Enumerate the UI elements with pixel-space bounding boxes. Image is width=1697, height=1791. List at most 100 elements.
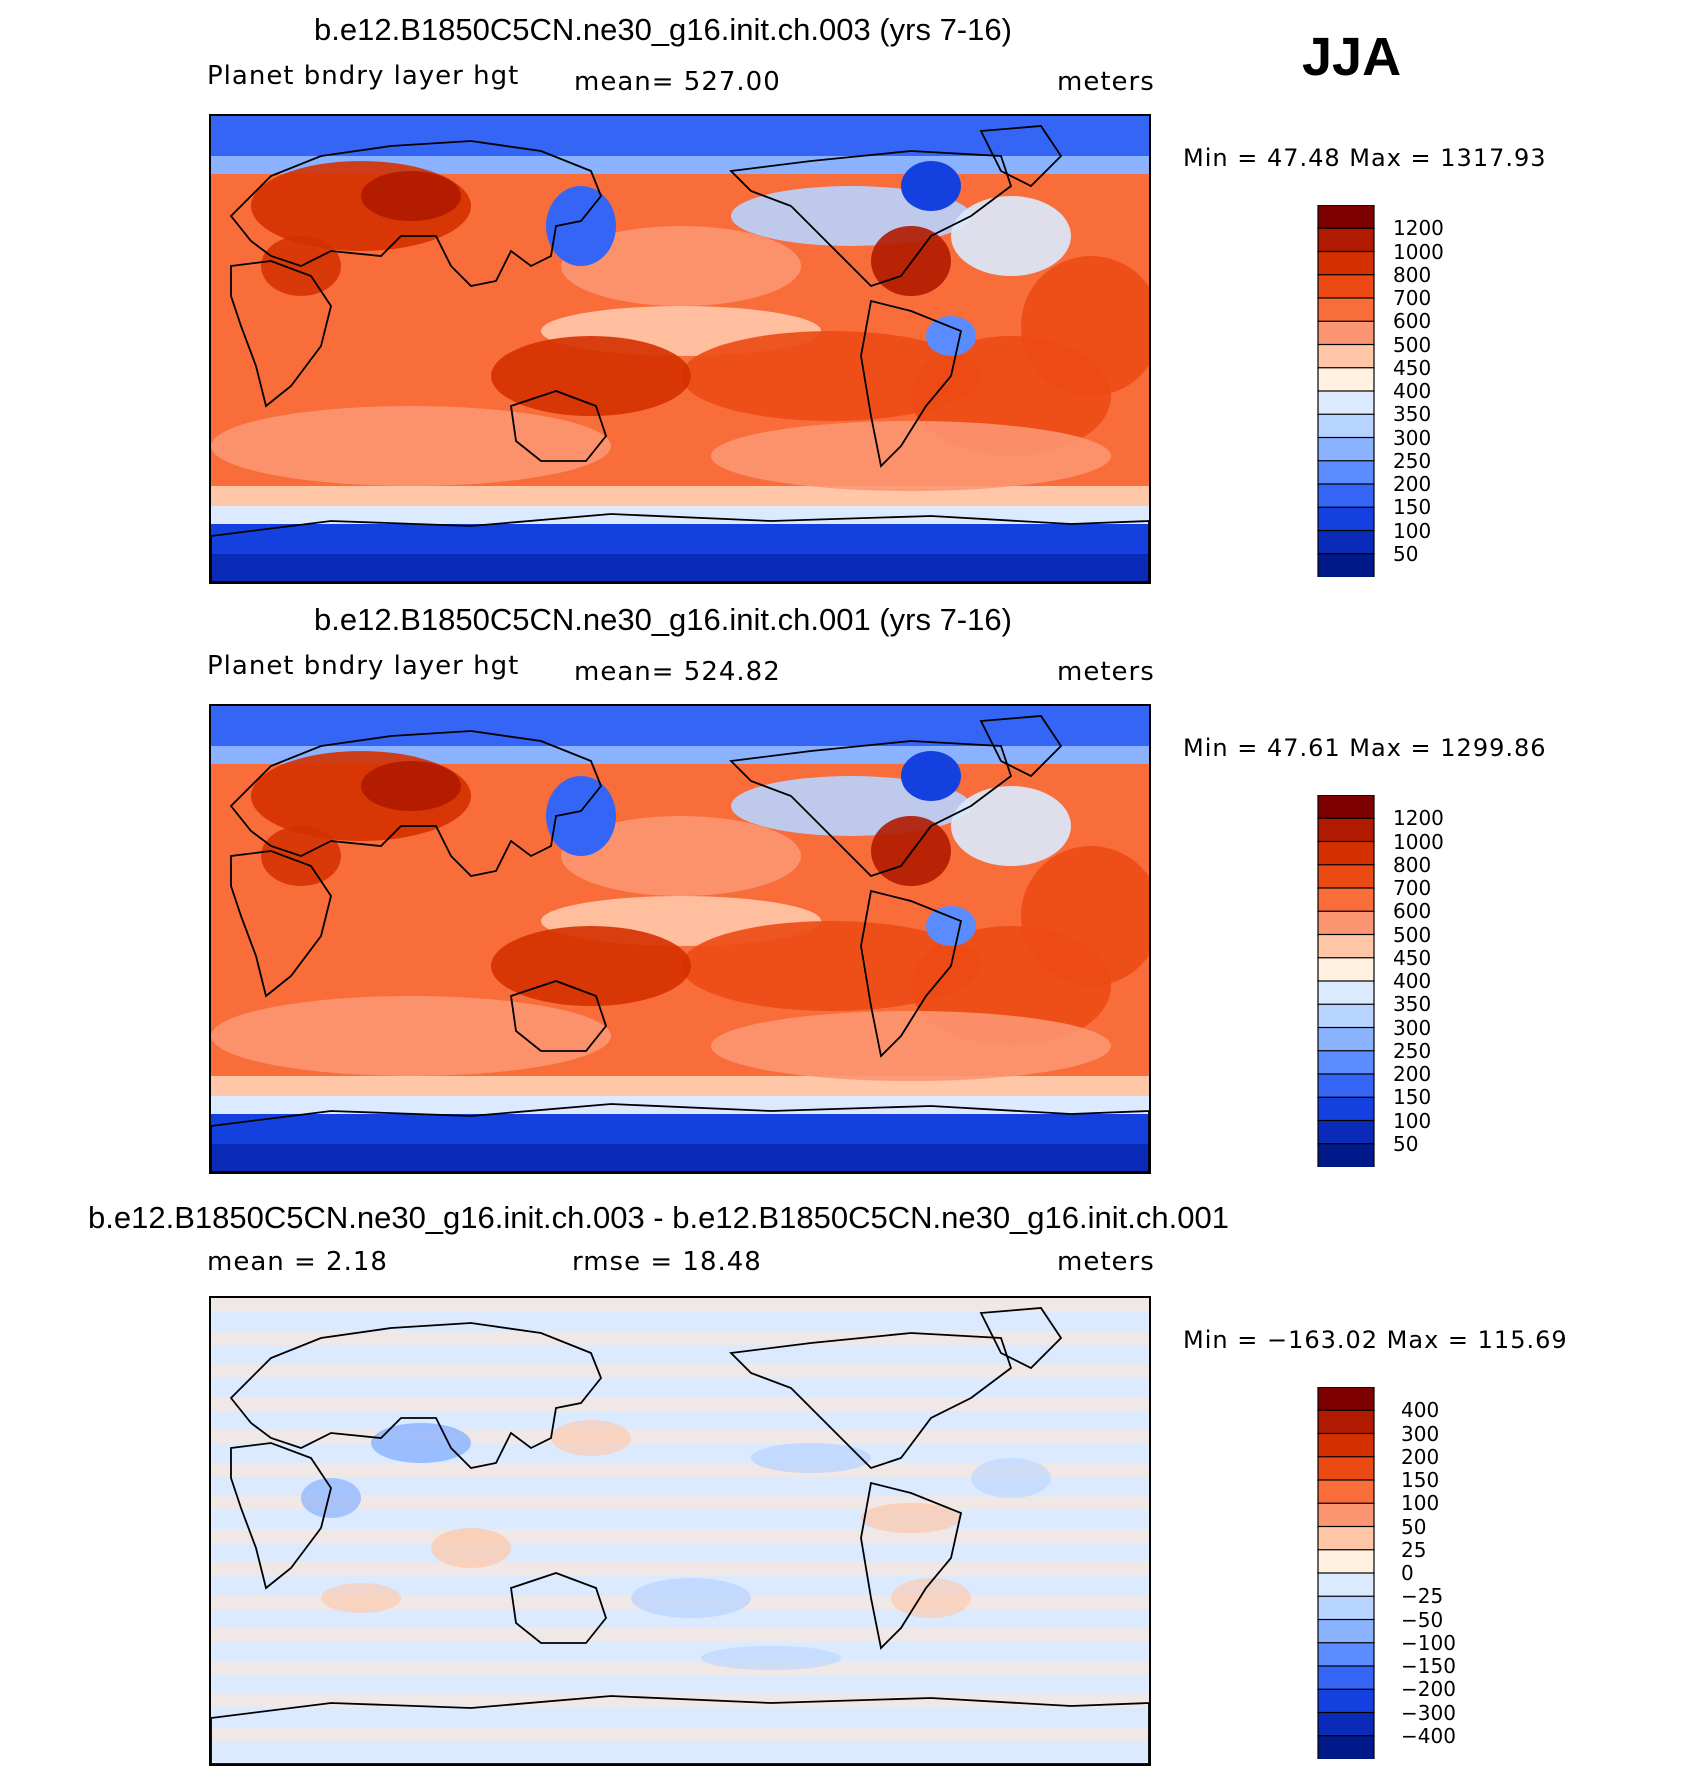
colorbar-tick-label: 300: [1401, 1421, 1440, 1446]
panel1-units: meters: [1057, 67, 1155, 97]
colorbar-swatch: [1317, 840, 1375, 866]
colorbar-tick-label: 300: [1393, 425, 1432, 450]
colorbar-swatch: [1317, 1073, 1375, 1099]
colorbar-tick-label: −300: [1401, 1700, 1456, 1725]
field-anomaly: [631, 1578, 751, 1618]
colorbar-swatch: [1317, 1618, 1375, 1644]
field-band: [211, 1661, 1149, 1675]
panel2-mean: mean= 524.82: [574, 657, 781, 687]
colorbar-tick-label: 50: [1393, 541, 1419, 566]
colorbar-tick-label: −400: [1401, 1723, 1456, 1748]
field-region: [711, 421, 1111, 491]
colorbar-swatch: [1317, 1143, 1375, 1167]
colorbar-tick-label: 450: [1393, 945, 1432, 970]
field-region: [1021, 846, 1149, 986]
colorbar-swatch: [1317, 957, 1375, 983]
field-region: [711, 1011, 1111, 1081]
colorbar-swatch: [1317, 483, 1375, 509]
arctic-band: [211, 116, 1149, 156]
southern-band: [211, 506, 1149, 524]
colorbar-tick-label: 350: [1393, 402, 1432, 427]
field-band: [211, 1628, 1149, 1642]
colorbar-tick-label: 50: [1393, 1131, 1419, 1156]
coastline: [510, 390, 608, 462]
colorbar-swatch: [1317, 1119, 1375, 1145]
panel3-rmse: rmse = 18.48: [572, 1247, 762, 1277]
colorbar-tick-label: 250: [1393, 448, 1432, 473]
colorbar-swatch: [1317, 980, 1375, 1006]
southern-band: [211, 1096, 1149, 1114]
colorbar-tick-label: −100: [1401, 1630, 1456, 1655]
colorbar-swatch: [1317, 1026, 1375, 1052]
field-region: [211, 406, 611, 486]
colorbar-swatch: [1317, 1525, 1375, 1551]
colorbar-swatch: [1317, 274, 1375, 300]
field-band: [211, 1331, 1149, 1345]
colorbar-swatch: [1317, 1409, 1375, 1435]
coastline: [979, 125, 1063, 188]
field-anomaly: [371, 1423, 471, 1463]
colorbar-tick-label: 1000: [1393, 829, 1444, 854]
colorbar-tick-label: 800: [1393, 262, 1432, 287]
colorbar-swatch: [1317, 1502, 1375, 1528]
coastline: [979, 715, 1063, 778]
southern-band: [211, 486, 1149, 506]
field-region: [681, 331, 981, 421]
panel3-units: meters: [1057, 1247, 1155, 1277]
field-band: [211, 1727, 1149, 1741]
coastline: [211, 513, 1149, 582]
colorbar-tick-label: 250: [1393, 1038, 1432, 1063]
colorbar-tick-label: 800: [1393, 852, 1432, 877]
panel3-minmax: Min = −163.02 Max = 115.69: [1183, 1326, 1568, 1354]
panel1-mean: mean= 527.00: [574, 67, 781, 97]
coastline: [510, 980, 608, 1052]
panel1-variable: Planet bndry layer hgt: [207, 61, 520, 91]
field-region: [901, 161, 961, 211]
coastline: [860, 1481, 963, 1650]
panel1-colorbar: [1317, 205, 1375, 577]
colorbar-swatch: [1317, 227, 1375, 253]
colorbar-tick-label: −150: [1401, 1654, 1456, 1678]
field-band: [211, 1397, 1149, 1411]
field-region: [951, 196, 1071, 276]
colorbar-swatch: [1317, 864, 1375, 890]
colorbar-tick-label: 150: [1393, 495, 1432, 520]
colorbar-tick-label: 200: [1401, 1444, 1440, 1469]
colorbar-tick-label: 50: [1401, 1514, 1427, 1539]
panel2-variable: Planet bndry layer hgt: [207, 651, 520, 681]
colorbar-tick-label: 700: [1393, 286, 1432, 310]
colorbar-swatch: [1317, 250, 1375, 276]
field-region: [901, 751, 961, 801]
coastline: [729, 150, 1013, 288]
colorbar-swatch: [1317, 1735, 1375, 1759]
colorbar-swatch: [1317, 205, 1375, 230]
panel2-units: meters: [1057, 657, 1155, 687]
colorbar-swatch: [1317, 1665, 1375, 1691]
panel2-colorbar: [1317, 795, 1375, 1167]
field-anomaly: [701, 1646, 841, 1670]
colorbar-swatch: [1317, 1642, 1375, 1668]
colorbar-swatch: [1317, 413, 1375, 439]
field-anomaly: [971, 1458, 1051, 1498]
season-label: JJA: [1302, 27, 1402, 87]
colorbar-swatch: [1317, 1711, 1375, 1737]
field-region: [561, 226, 801, 306]
colorbar-tick-label: 200: [1393, 472, 1432, 496]
field-anomaly: [301, 1478, 361, 1518]
antarctic-band: [211, 554, 1149, 582]
panel3-colorbar: [1317, 1387, 1375, 1759]
colorbar-tick-label: 400: [1401, 1398, 1440, 1423]
coastline: [211, 1103, 1149, 1172]
colorbar-tick-label: 100: [1393, 1108, 1432, 1133]
panel3-map: [209, 1296, 1151, 1766]
panel1-minmax: Min = 47.48 Max = 1317.93: [1183, 144, 1547, 172]
coastline: [230, 1442, 332, 1590]
colorbar-tick-label: 1000: [1393, 239, 1444, 264]
colorbar-tick-label: 150: [1401, 1468, 1440, 1492]
field-region: [546, 186, 616, 266]
colorbar-swatch: [1317, 910, 1375, 936]
panel1-map: [209, 114, 1151, 584]
colorbar-tick-label: 500: [1393, 922, 1432, 947]
colorbar-tick-label: −200: [1401, 1677, 1456, 1702]
antarctic-band: [211, 1144, 1149, 1172]
